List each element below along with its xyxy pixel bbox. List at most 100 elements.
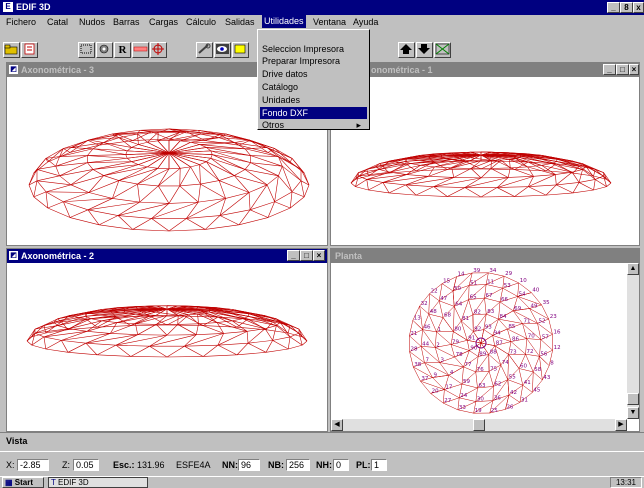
axonometric-3-window[interactable]: ◩ Axonométrica - 3 [6, 62, 328, 246]
r-button[interactable]: R [114, 42, 131, 58]
eye-icon[interactable] [214, 42, 231, 58]
arrow-down-icon[interactable] [416, 42, 433, 58]
minimize-button[interactable]: _ [287, 250, 300, 261]
mesh-edge [87, 201, 140, 211]
mesh-edge [405, 157, 443, 162]
menu-fichero[interactable]: Fichero [6, 17, 37, 27]
node-label: 31 [521, 397, 528, 403]
mesh-edge [168, 141, 191, 154]
menu-ayuda[interactable]: Ayuda [353, 17, 379, 27]
dome-mesh-view-3[interactable] [7, 77, 327, 245]
mesh-edge [468, 297, 485, 300]
mesh-edge [505, 394, 510, 410]
mesh-edge [467, 340, 470, 351]
mesh-icon[interactable] [434, 42, 451, 58]
mesh-edge [238, 140, 251, 146]
mesh-edge [156, 315, 168, 325]
close-button[interactable]: × [313, 250, 325, 261]
wrench-icon[interactable] [196, 42, 213, 58]
menu-utilidades[interactable]: Utilidades [262, 15, 306, 28]
mesh-edge [519, 154, 557, 162]
menu-salidas[interactable]: Salidas [225, 17, 255, 27]
menu-barras[interactable]: Barras [113, 17, 140, 27]
planta-window[interactable]: Planta 31 26 25 19 33 27 20 37 38 28 21 13 32 22 15 14 3… [330, 248, 640, 432]
select-icon[interactable] [78, 42, 95, 58]
mesh-edge [485, 272, 489, 285]
axonometric-1-titlebar[interactable]: onométrica - 1 _ □ × [331, 63, 639, 77]
mesh-edge [265, 348, 289, 353]
menu-item-unidades[interactable]: Unidades [262, 95, 301, 105]
mesh-edge [264, 328, 273, 341]
mesh-edge [537, 323, 553, 335]
mesh-edge [43, 336, 47, 350]
mesh-edge [420, 329, 423, 347]
menu-nudos[interactable]: Nudos [79, 17, 106, 27]
minimize-button[interactable]: _ [603, 64, 616, 75]
menu-item-otros[interactable]: Otros ▸ [260, 119, 367, 131]
document-icon[interactable] [21, 42, 38, 58]
mesh-edge [206, 147, 251, 156]
menu-catal[interactable]: Catal [47, 17, 69, 27]
mesh-edge [132, 229, 170, 232]
menu-item-catalogo[interactable]: Catálogo [262, 82, 299, 92]
axonometric-1-window[interactable]: onométrica - 1 _ □ × [330, 62, 640, 246]
mesh-edge [463, 356, 479, 368]
menu-ventana[interactable]: Ventana [313, 17, 347, 27]
mesh-edge [180, 140, 191, 143]
mesh-edge [486, 313, 499, 320]
arrow-up-icon[interactable] [398, 42, 415, 58]
mesh-edge [492, 379, 508, 401]
menu-item-drive-datos[interactable]: Drive datos [262, 69, 308, 79]
mesh-edge [118, 137, 132, 148]
horizontal-scrollbar[interactable]: ◀ ▶ [331, 419, 627, 431]
mesh-edge [250, 155, 283, 167]
maximize-button[interactable]: □ [616, 64, 629, 75]
gear-icon[interactable] [96, 42, 113, 58]
open-folder-icon[interactable] [3, 42, 20, 58]
mesh-edge [464, 160, 482, 170]
minimize-button[interactable]: _ [607, 2, 620, 13]
close-button[interactable]: x [633, 2, 644, 13]
close-button[interactable]: × [629, 64, 639, 75]
node-label: 74 [502, 360, 509, 366]
start-button[interactable]: ▦ Start [2, 477, 44, 488]
scroll-left-button[interactable]: ◀ [331, 419, 343, 431]
node-label: 81 [462, 316, 469, 322]
menu-cargas[interactable]: Cargas [149, 17, 179, 27]
axonometric-3-titlebar[interactable]: ◩ Axonométrica - 3 [7, 63, 327, 77]
menu-calculo[interactable]: Cálculo [186, 17, 217, 27]
node-label: 80 [454, 327, 461, 333]
maximize-button[interactable]: 8 [620, 2, 633, 13]
clock: 13:31 [610, 477, 642, 488]
vertical-scrollbar[interactable]: ▲ ▼ [627, 263, 639, 419]
maximize-button[interactable]: □ [300, 250, 313, 261]
axonometric-2-titlebar[interactable]: ◩ Axonométrica - 2 _ □ × [7, 249, 327, 263]
scroll-thumb[interactable] [627, 393, 639, 405]
menu-item-fondo-dxf[interactable]: Fondo DXF [260, 107, 367, 119]
scroll-down-button[interactable]: ▼ [627, 407, 639, 419]
mesh-edge [603, 172, 612, 184]
menu-item-preparar-impresora[interactable]: Preparar Impresora [262, 56, 341, 66]
mesh-edge [70, 175, 104, 186]
mesh-edge [131, 152, 170, 162]
mesh-edge [103, 142, 128, 152]
cube-icon[interactable] [232, 42, 249, 58]
mesh-edge [541, 165, 556, 175]
mesh-edge [219, 198, 226, 216]
dome-mesh-view-1[interactable] [331, 77, 639, 245]
mesh-edge [136, 306, 168, 310]
dome-mesh-view-2[interactable] [7, 263, 327, 431]
taskbar-edif-button[interactable]: T EDIF 3D [48, 477, 148, 488]
target-icon[interactable] [150, 42, 167, 58]
menu-item-seleccion-impresora[interactable]: Seleccion Impresora [262, 44, 345, 54]
scroll-up-button[interactable]: ▲ [627, 263, 639, 275]
axonometric-2-window[interactable]: ◩ Axonométrica - 2 _ □ × [6, 248, 328, 432]
mesh-edge [406, 174, 429, 177]
scroll-thumb[interactable] [473, 419, 485, 431]
scroll-right-button[interactable]: ▶ [615, 419, 627, 431]
mesh-edge [168, 229, 206, 232]
ruler-icon[interactable] [132, 42, 149, 58]
planta-titlebar[interactable]: Planta [331, 249, 639, 263]
mesh-edge [138, 164, 148, 168]
